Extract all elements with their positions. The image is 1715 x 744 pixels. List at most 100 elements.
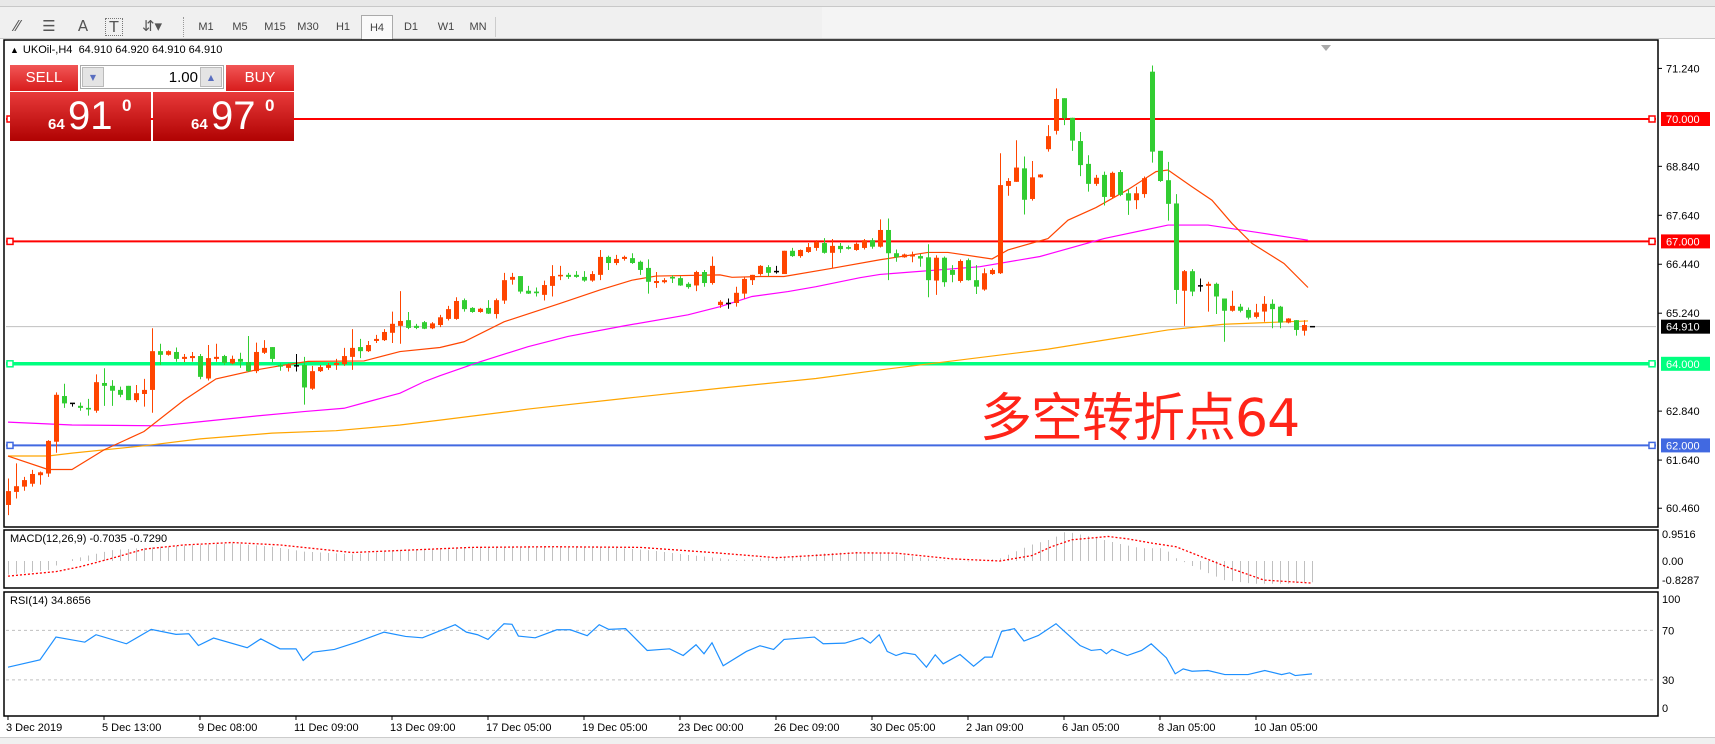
candle-body: [462, 300, 467, 309]
rsi-panel-frame: [4, 592, 1658, 716]
candle: [518, 276, 523, 294]
candle-body: [1286, 319, 1291, 323]
candle-body: [54, 395, 59, 442]
lot-increase-icon[interactable]: ▲: [200, 67, 222, 87]
candle-body: [1078, 141, 1083, 165]
candle-body: [414, 326, 419, 328]
candle-body: [894, 253, 899, 257]
macd-axis-label: -0.8287: [1662, 575, 1699, 587]
candle-body: [710, 266, 715, 283]
level-price-label: 64.000: [1666, 359, 1700, 371]
candle-body: [1038, 174, 1043, 177]
buy-button[interactable]: BUY: [226, 65, 294, 91]
candle-body: [966, 260, 971, 280]
price-axis-label: 60.460: [1666, 503, 1700, 515]
candle-body: [1182, 271, 1187, 291]
candle-body: [1070, 118, 1075, 141]
level-price-label: 67.000: [1666, 236, 1700, 248]
candle-body: [846, 247, 851, 249]
candle-body: [886, 230, 891, 253]
time-axis-label: 19 Dec 05:00: [582, 722, 647, 734]
candle-body: [230, 359, 235, 363]
candle-body: [590, 274, 595, 281]
lot-input[interactable]: [106, 67, 200, 87]
collapse-triangle-icon[interactable]: ▲: [10, 45, 19, 55]
sell-button[interactable]: SELL: [10, 65, 78, 91]
candle-body: [286, 365, 291, 368]
sell-price-pip: 0: [122, 96, 131, 116]
candle-body: [822, 243, 827, 253]
candle-body: [1294, 320, 1299, 330]
rsi-axis-label: 70: [1662, 625, 1674, 637]
candle-body: [630, 258, 635, 263]
level-handle-right: [1649, 238, 1655, 244]
level-price-label: 70.000: [1666, 114, 1700, 126]
time-axis-label: 11 Dec 09:00: [294, 722, 359, 734]
candle-body: [62, 396, 67, 403]
candle: [1158, 151, 1163, 182]
candle-body: [470, 308, 475, 312]
candle-body: [310, 371, 315, 389]
candle-body: [638, 262, 643, 270]
price-axis-label: 66.440: [1666, 259, 1700, 271]
candle-body: [350, 348, 355, 357]
candle: [958, 259, 963, 282]
candle-body: [1126, 193, 1131, 200]
candle-body: [998, 185, 1003, 273]
chart-annotation-text[interactable]: 多空转折点64: [980, 376, 1299, 451]
buy-price-main: 97: [211, 94, 256, 139]
candle-body: [646, 268, 651, 282]
buy-price-button[interactable]: 64 97 0: [153, 92, 294, 141]
candle-body: [1006, 181, 1011, 186]
candle-body: [102, 383, 107, 386]
candle-body: [1174, 203, 1179, 289]
candle-body: [1302, 325, 1307, 331]
candle-body: [526, 291, 531, 294]
candle: [422, 321, 427, 329]
candle-body: [1054, 99, 1059, 131]
time-axis-label: 5 Dec 13:00: [102, 722, 161, 734]
candle: [198, 354, 203, 379]
candle-body: [750, 275, 755, 280]
price-axis-label: 65.240: [1666, 308, 1700, 320]
candle-body: [22, 480, 27, 487]
candle-body: [222, 356, 227, 363]
lot-decrease-icon[interactable]: ▼: [82, 67, 104, 87]
price-axis-label: 68.840: [1666, 161, 1700, 173]
candle-body: [718, 302, 723, 305]
candle-body: [1062, 98, 1067, 118]
candle-body: [246, 362, 251, 371]
price-axis-label: 71.240: [1666, 63, 1700, 75]
level-handle-right: [1649, 116, 1655, 122]
candle-body: [142, 390, 147, 394]
candle-body: [942, 258, 947, 282]
sell-price-button[interactable]: 64 91 0: [10, 92, 151, 141]
candle-body: [422, 322, 427, 329]
candle-body: [1166, 180, 1171, 204]
candle-body: [974, 280, 979, 287]
candle-body: [190, 356, 195, 358]
candle-body: [670, 277, 675, 279]
macd-panel-frame: [4, 530, 1658, 588]
candle-body: [1046, 136, 1051, 149]
level-handle-right: [1649, 361, 1655, 367]
lot-stepper[interactable]: ▼ ▲: [80, 65, 224, 89]
candle-body: [254, 352, 259, 371]
candle-body: [118, 390, 123, 395]
candle-body: [126, 386, 131, 400]
buy-price-prefix: 64: [191, 116, 208, 133]
candle-body: [958, 261, 963, 281]
candle: [782, 251, 787, 274]
candle-body: [662, 280, 667, 282]
candle-body: [1158, 151, 1163, 181]
level-handle-left: [7, 361, 13, 367]
candle-body: [1238, 307, 1243, 311]
candle-body: [806, 247, 811, 252]
candle-body: [1118, 172, 1123, 195]
candle-body: [734, 293, 739, 303]
candle-body: [542, 285, 547, 295]
candle-body: [1270, 304, 1275, 309]
candle-body: [78, 406, 83, 408]
candle-body: [558, 275, 563, 277]
buy-price-pip: 0: [265, 96, 274, 116]
